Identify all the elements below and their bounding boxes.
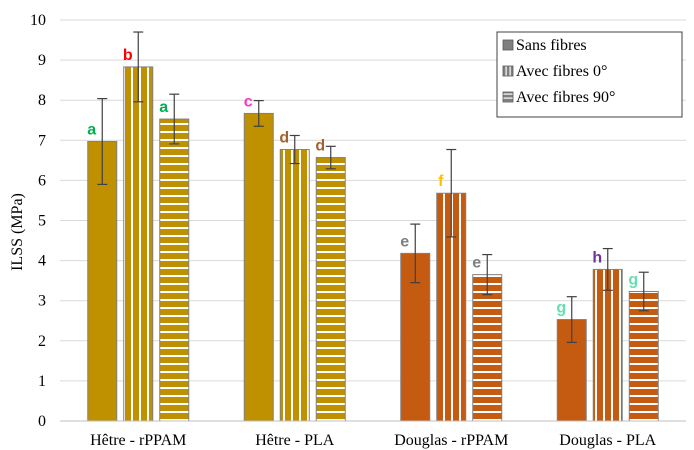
- y-tick-label: 9: [38, 52, 46, 69]
- legend-swatch-vertical: [502, 65, 514, 77]
- significance-label: g: [556, 300, 566, 317]
- y-tick-label: 4: [38, 253, 46, 270]
- y-tick-label: 2: [38, 333, 46, 350]
- bar: [628, 290, 659, 422]
- category-label: Douglas - rPPAM: [394, 432, 508, 449]
- legend-box: [496, 31, 683, 118]
- y-tick-label: 7: [38, 132, 46, 149]
- bar: [123, 66, 154, 422]
- y-tick-label: 1: [38, 373, 46, 390]
- error-bars: [97, 31, 649, 344]
- significance-label: e: [400, 233, 409, 250]
- legend-swatch-horizontal: [502, 91, 514, 103]
- y-axis-title: ILSS (MPa): [9, 193, 26, 271]
- legend-swatch-solid: [502, 39, 514, 51]
- y-tick-label: 6: [38, 172, 46, 189]
- category-label: Hêtre - rPPAM: [90, 432, 186, 449]
- significance-label: a: [159, 99, 168, 116]
- legend: Sans fibres Avec fibres 0° Avec fibres 9…: [496, 31, 683, 118]
- bar: [159, 118, 190, 422]
- legend-item-sans-fibres: Sans fibres: [502, 37, 587, 54]
- bar: [315, 157, 346, 422]
- bars: [87, 66, 659, 422]
- y-tick-label: 10: [30, 12, 46, 29]
- bar: [592, 268, 623, 422]
- y-tick-label: 0: [38, 413, 46, 430]
- category-labels: Hêtre - rPPAM Hêtre - PLA Douglas - rPPAM D…: [90, 432, 657, 449]
- legend-label: Avec fibres 90°: [516, 89, 615, 106]
- bar: [243, 112, 274, 422]
- significance-label: b: [123, 47, 133, 64]
- significance-label: a: [87, 122, 96, 139]
- bar: [472, 274, 503, 422]
- significance-label: e: [472, 255, 481, 272]
- category-label: Douglas - PLA: [559, 432, 656, 449]
- y-tick-label: 5: [38, 213, 46, 230]
- legend-item-avec-fibres-0: Avec fibres 0°: [502, 63, 607, 80]
- bar: [279, 149, 310, 422]
- significance-label: g: [628, 271, 638, 288]
- significance-label: d: [279, 130, 289, 147]
- significance-labels: a b a c d d e f e g h g: [87, 47, 638, 317]
- category-label: Hêtre - PLA: [255, 432, 335, 449]
- significance-label: c: [244, 93, 253, 110]
- legend-label: Sans fibres: [516, 37, 587, 54]
- y-tick-labels: 0 1 2 3 4 5 6 7 8 9 10: [30, 12, 46, 430]
- significance-label: f: [438, 173, 444, 190]
- legend-label: Avec fibres 0°: [516, 63, 607, 80]
- legend-item-avec-fibres-90: Avec fibres 90°: [502, 89, 615, 106]
- significance-label: h: [592, 249, 602, 266]
- y-tick-label: 3: [38, 293, 46, 310]
- significance-label: d: [315, 138, 325, 155]
- y-tick-label: 8: [38, 92, 46, 109]
